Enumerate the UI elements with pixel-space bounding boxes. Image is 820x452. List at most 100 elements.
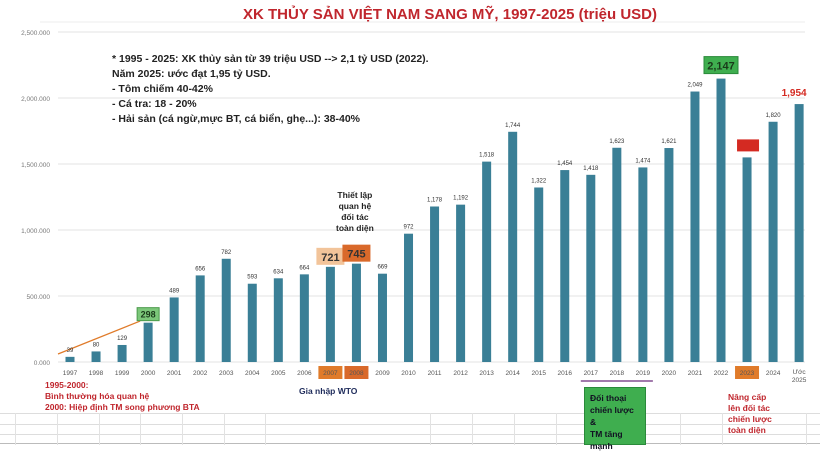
- annotation-line: lên đối tác: [728, 403, 771, 413]
- label-box: [703, 56, 739, 75]
- bar: [117, 344, 127, 362]
- sheet-gridline: [556, 413, 557, 445]
- data-label: 1,322: [531, 178, 547, 184]
- sheet-gridline: [0, 434, 820, 435]
- x-tick-label: 2016: [558, 370, 573, 377]
- label-box: [136, 307, 160, 322]
- bar: [299, 274, 309, 362]
- sheet-gridline: [15, 413, 16, 445]
- data-label: 1,518: [479, 153, 495, 159]
- x-tick-label: 2022: [714, 370, 729, 377]
- annotation-line: 2000: Hiệp định TM song phương BTA: [45, 402, 200, 412]
- x-tick-label: 2005: [271, 370, 286, 377]
- bar: [716, 78, 726, 362]
- x-tick-label: 2018: [610, 370, 625, 377]
- bar: [742, 157, 752, 362]
- sheet-gridline: [680, 413, 681, 445]
- sheet-gridline: [806, 413, 807, 445]
- sheet-gridline: [182, 413, 183, 445]
- x-tick-label: 2004: [245, 370, 260, 377]
- data-label: 1,192: [453, 196, 469, 202]
- bar: [768, 121, 778, 362]
- data-label: 1,623: [609, 139, 625, 145]
- annotation-line: toàn diện: [728, 425, 766, 435]
- data-label: 1,744: [505, 123, 521, 129]
- sheet-gridline: [265, 413, 266, 445]
- annotation-line: toàn diện: [336, 223, 374, 233]
- data-label: 664: [299, 265, 310, 271]
- partnership-annotation: Thiết lập quan hệ đối tác toàn diện: [336, 190, 374, 234]
- y-tick-label: 0.000: [34, 360, 51, 367]
- data-label: 489: [169, 288, 180, 294]
- upgrade-annotation: Nâng cấp lên đối tác chiến lược toàn diệ…: [728, 392, 772, 436]
- bar: [351, 263, 361, 362]
- data-label: 1,474: [635, 158, 651, 164]
- notes-box: * 1995 - 2025: XK thủy sản từ 39 triệu U…: [112, 52, 429, 127]
- bar: [404, 233, 414, 362]
- y-tick-label: 1,000.000: [21, 228, 50, 235]
- x-tick-label: 2013: [479, 370, 494, 377]
- data-label: 656: [195, 266, 206, 272]
- x-tick-label: 2001: [167, 370, 182, 377]
- data-label: 1,621: [661, 139, 677, 145]
- data-label: 1,954: [782, 88, 807, 99]
- x-tick-label: 2021: [688, 370, 703, 377]
- data-label: 721: [321, 252, 339, 264]
- annotation-line: TM tăng: [590, 429, 623, 439]
- x-tick-label: 1998: [89, 370, 104, 377]
- label-box: [737, 139, 760, 152]
- year-highlight: [735, 366, 760, 379]
- y-tick-label: 500.000: [27, 294, 51, 301]
- sheet-gridline: [430, 413, 431, 445]
- data-label: 2,049: [687, 83, 703, 89]
- bar: [508, 131, 518, 362]
- annotation-line: chiến lược: [728, 414, 772, 424]
- y-tick-label: 2,000.000: [21, 96, 50, 103]
- bar: [690, 91, 700, 363]
- annotation-line: Đối thoại: [590, 393, 627, 403]
- label-box: [342, 244, 371, 262]
- sheet-gridline: [57, 413, 58, 445]
- sheet-gridline: [0, 443, 820, 444]
- sheet-gridline: [514, 413, 515, 445]
- x-tick-label: 1997: [63, 370, 78, 377]
- x-tick-label: 2012: [453, 370, 468, 377]
- x-tick-label: 2020: [662, 370, 677, 377]
- bar: [794, 104, 804, 363]
- annotation-line: mạnh: [590, 441, 613, 451]
- bta-annotation: 1995-2000: Bình thường hóa quan hệ 2000:…: [45, 380, 200, 413]
- x-tick-label: 2014: [505, 370, 520, 377]
- x-tick-label: 2015: [531, 370, 546, 377]
- sheet-gridline: [0, 413, 820, 414]
- bar: [221, 258, 231, 362]
- x-tick-label: 2009: [375, 370, 390, 377]
- y-tick-label: 2,500.000: [21, 30, 50, 37]
- annotation-line: quan hệ: [338, 201, 372, 211]
- data-label: 1,178: [427, 198, 443, 204]
- sheet-gridline: [722, 413, 723, 445]
- x-tick-label: 2007: [323, 370, 338, 377]
- dialogue-annotation: Đối thoại chiến lược & TM tăng mạnh: [584, 387, 646, 451]
- data-label: 1,820: [766, 113, 782, 119]
- x-tick-label: 2010: [401, 370, 416, 377]
- sheet-gridline: [99, 413, 100, 445]
- x-tick-label: 2024: [766, 370, 781, 377]
- year-highlight: [318, 366, 343, 379]
- data-label: 1,454: [557, 161, 573, 167]
- data-label: 80: [93, 342, 100, 348]
- data-label: 669: [377, 265, 388, 271]
- bar: [273, 278, 283, 362]
- x-tick-label: Ước: [793, 369, 807, 376]
- bar: [65, 356, 75, 362]
- x-tick-label: 2006: [297, 370, 312, 377]
- note-line: - Tôm chiếm 40-42%: [112, 83, 213, 95]
- annotation-line: Bình thường hóa quan hệ: [45, 391, 150, 401]
- data-label: 782: [221, 250, 232, 256]
- note-line: * 1995 - 2025: XK thủy sản từ 39 triệu U…: [112, 53, 429, 65]
- data-label: 745: [347, 249, 365, 261]
- x-tick-label: 2017: [584, 370, 599, 377]
- bar: [664, 148, 674, 362]
- data-label: 2,147: [707, 61, 735, 73]
- note-line: - Hải sản (cá ngừ,mực BT, cá biển, ghẹ..…: [112, 113, 361, 125]
